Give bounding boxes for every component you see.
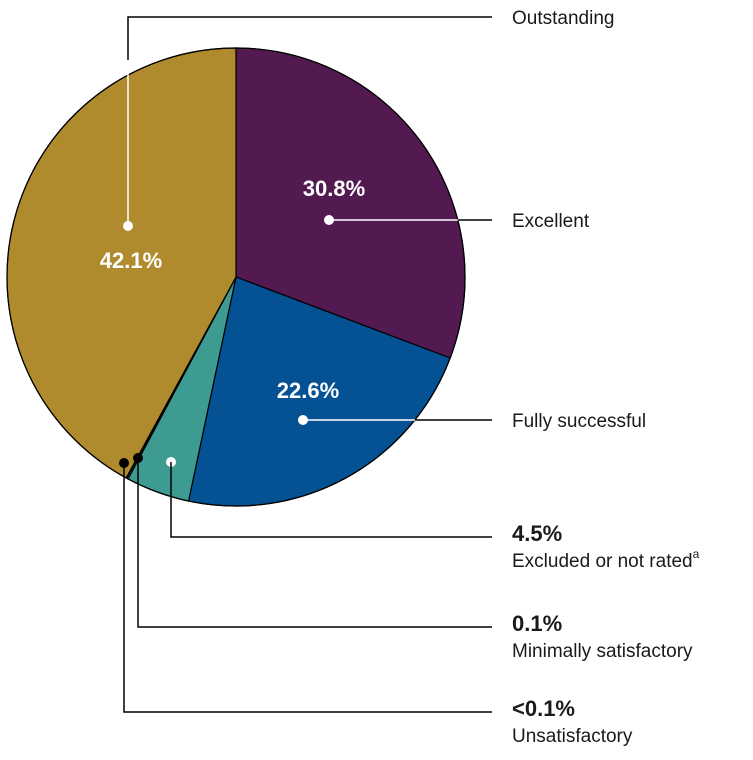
leader-line-minimally-satisfactory [137,458,492,628]
category-label-excluded-or-not-rated: Excluded or not rateda [512,547,700,572]
category-label-minimally-satisfactory: Minimally satisfactory [512,641,693,662]
category-label-excellent: Excellent [512,211,590,232]
slices-layer [6,47,466,507]
leader-line-unsatisfactory [123,463,492,713]
slice-value-minimally-satisfactory: 0.1% [512,611,562,636]
leader-line-excluded-or-not-rated [170,462,492,538]
pie-outline [6,47,466,507]
leader-lines-layer [119,16,492,713]
slice-value-excluded-or-not-rated: 4.5% [512,521,562,546]
slice-value-outstanding: 42.1% [100,248,162,273]
category-label-unsatisfactory: Unsatisfactory [512,726,633,747]
leader-line-outstanding [127,16,492,60]
slice-value-fully-successful: 22.6% [277,378,339,403]
category-label-fully-successful: Fully successful [512,411,646,432]
labels-layer: 30.8% Excellent 22.6% Fully successful 42.1%… [100,8,700,747]
slice-value-unsatisfactory: <0.1% [512,696,575,721]
slice-value-excellent: 30.8% [303,176,365,201]
category-label-outstanding: Outstanding [512,8,614,29]
footnote-marker: a [693,547,700,561]
